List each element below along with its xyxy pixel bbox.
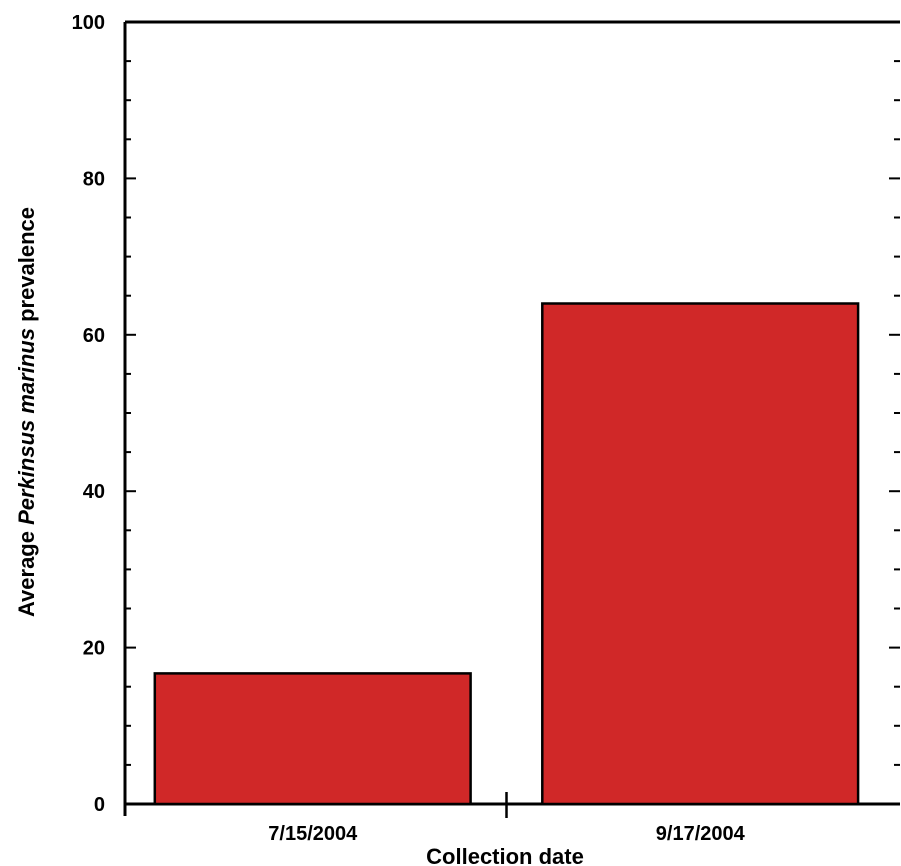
y-axis-title-suffix: prevalence xyxy=(14,207,39,328)
y-axis-title: Average Perkinsus marinus prevalence xyxy=(14,207,39,617)
labels: 7/15/2004 9/17/2004 0 20 40 60 80 100 xyxy=(72,12,746,845)
bar-2 xyxy=(541,302,860,806)
y-tick-label-80: 80 xyxy=(83,168,105,190)
y-tick-label-20: 20 xyxy=(83,638,105,660)
y-tick-label-40: 40 xyxy=(83,481,105,503)
y-axis-title-italic: Perkinsus marinus xyxy=(14,328,39,525)
bar-1 xyxy=(153,672,472,806)
y-tick-label-100: 100 xyxy=(72,12,105,34)
x-axis-title: Collection date xyxy=(426,844,584,866)
x-tick-label-1: 7/15/2004 xyxy=(268,823,358,845)
x-tick-label-2: 9/17/2004 xyxy=(656,823,746,845)
y-tick-label-0: 0 xyxy=(94,794,105,816)
ticks xyxy=(125,21,900,818)
y-tick-label-60: 60 xyxy=(83,325,105,347)
y-axis-title-prefix: Average xyxy=(14,525,39,617)
bars xyxy=(153,302,860,806)
